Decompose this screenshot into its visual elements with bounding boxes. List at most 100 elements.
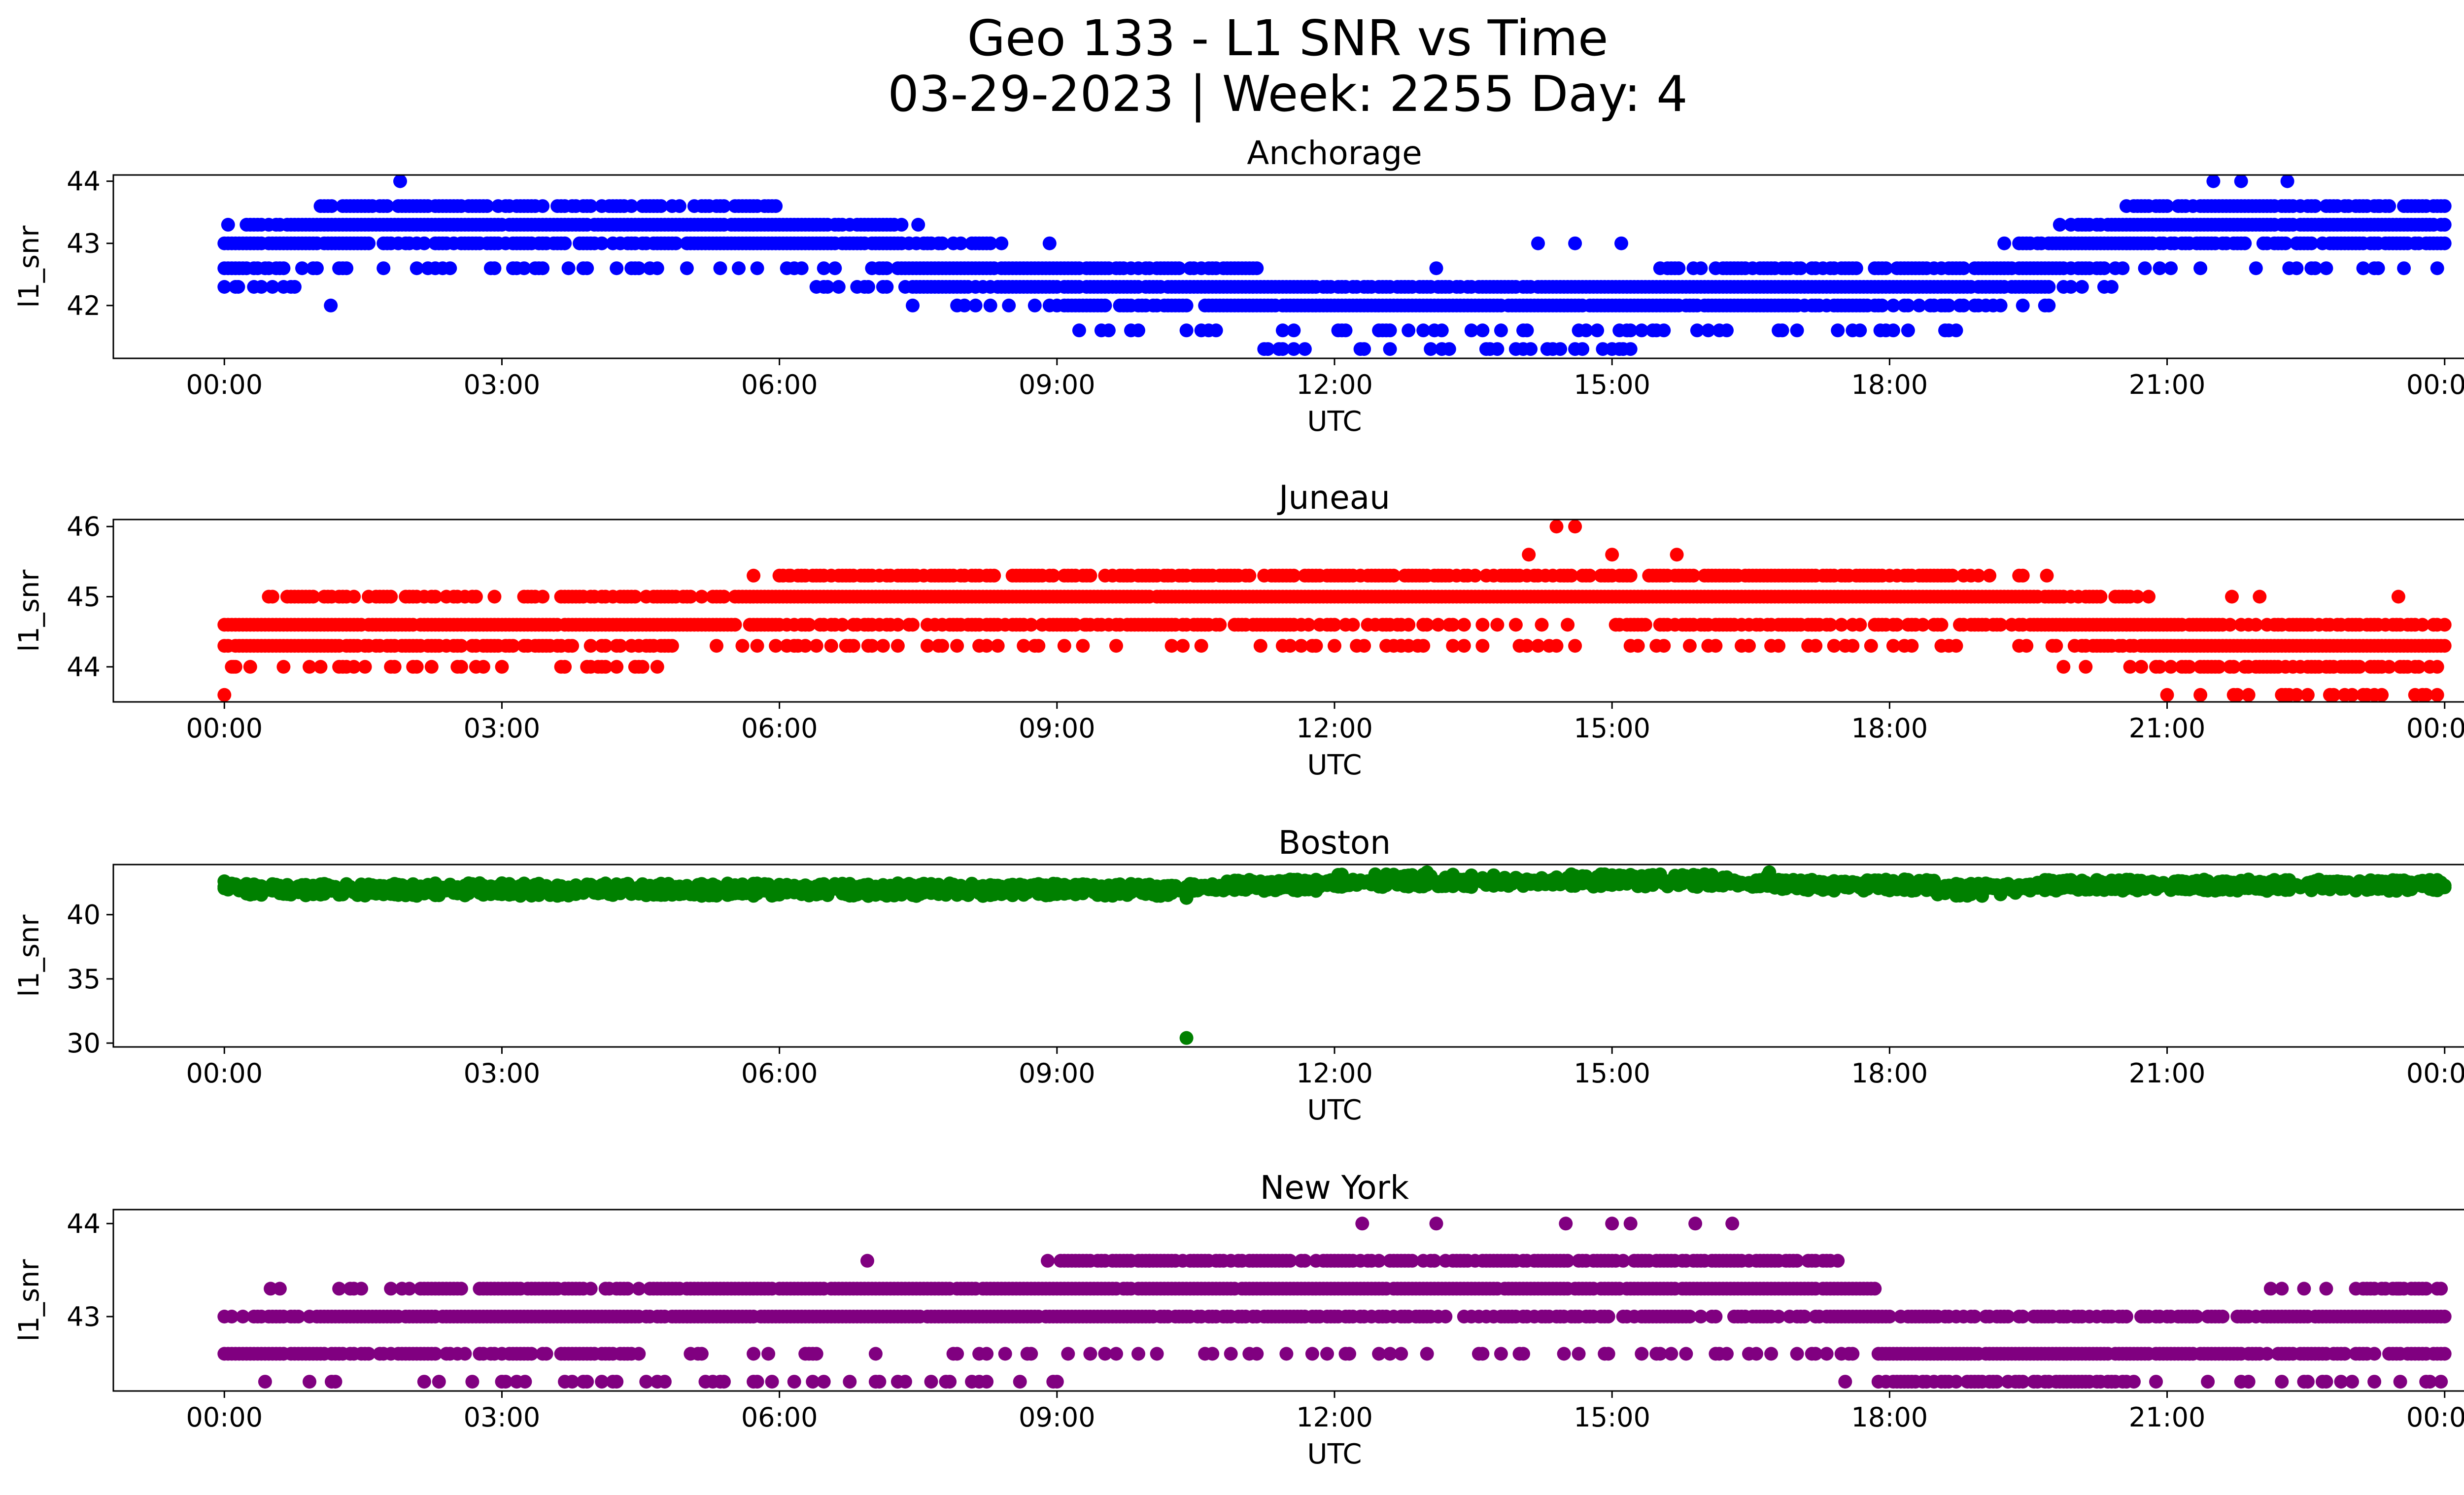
data-point — [1383, 342, 1397, 356]
x-tick-label: 15:00 — [1574, 713, 1650, 744]
data-point — [2415, 618, 2430, 632]
data-point — [921, 639, 934, 653]
x-axis-label: UTC — [1307, 406, 1362, 438]
data-point — [1338, 323, 1353, 338]
data-point — [595, 236, 609, 250]
data-point — [2075, 280, 2089, 294]
data-point — [2241, 688, 2256, 702]
y-tick-label: 42 — [67, 290, 101, 321]
data-point — [769, 199, 783, 213]
data-point — [480, 199, 494, 213]
data-point — [824, 639, 838, 653]
data-point — [2437, 199, 2452, 213]
data-point — [806, 1375, 820, 1389]
data-point — [2042, 298, 2056, 313]
data-point — [1790, 323, 1804, 338]
data-point — [657, 1375, 672, 1389]
data-point — [1109, 639, 1123, 653]
data-point — [2116, 261, 2130, 276]
data-point — [880, 280, 894, 294]
data-point — [2353, 660, 2366, 674]
data-point — [1179, 323, 1194, 338]
data-point — [1623, 323, 1638, 338]
data-point — [1301, 618, 1316, 632]
data-point — [1294, 639, 1308, 653]
data-point — [595, 1375, 609, 1389]
data-point — [954, 236, 968, 250]
data-point — [1690, 323, 1704, 338]
data-point — [2160, 688, 2174, 702]
data-point — [236, 1310, 250, 1323]
data-point — [2016, 568, 2030, 583]
data-point — [2308, 261, 2322, 276]
data-point — [1657, 323, 1671, 338]
data-point — [1131, 323, 1145, 338]
data-point — [2356, 261, 2370, 276]
data-point — [2437, 618, 2452, 632]
data-point — [761, 1347, 776, 1361]
data-point — [325, 199, 339, 213]
data-point — [2304, 236, 2319, 250]
data-point — [1446, 618, 1460, 632]
figure-title-line2: 03-29-2023 | Week: 2255 Day: 4 — [888, 65, 1687, 123]
data-point — [410, 660, 424, 674]
data-point — [1823, 618, 1838, 632]
data-point — [1635, 323, 1649, 338]
data-point — [340, 261, 354, 276]
data-point — [632, 1282, 646, 1296]
data-point — [454, 639, 468, 653]
data-point — [1535, 618, 1549, 632]
data-point — [2437, 639, 2452, 653]
data-point — [536, 590, 550, 604]
data-point — [669, 236, 683, 250]
x-tick-label: 00:00 — [186, 1058, 263, 1089]
x-tick-label: 09:00 — [1019, 713, 1095, 744]
data-point — [1057, 639, 1071, 653]
data-point — [487, 590, 502, 604]
x-tick-label: 03:00 — [464, 369, 541, 400]
data-point — [358, 660, 372, 674]
data-point — [2064, 280, 2078, 294]
data-point — [583, 199, 598, 213]
data-point — [831, 280, 846, 294]
data-point — [1328, 618, 1341, 632]
data-point — [1024, 618, 1038, 632]
data-point — [2182, 660, 2196, 674]
data-point — [376, 261, 391, 276]
data-point — [635, 660, 650, 674]
data-point-outlier — [1429, 261, 1443, 276]
data-point — [2437, 236, 2452, 250]
data-point — [1831, 323, 1845, 338]
data-point — [1475, 323, 1490, 338]
data-point — [1524, 342, 1538, 356]
y-axis-label: l1_snr — [13, 569, 45, 652]
data-point — [1946, 568, 1959, 583]
data-point — [2138, 261, 2152, 276]
data-point — [650, 660, 664, 674]
data-point — [598, 660, 613, 674]
data-point — [906, 298, 920, 313]
data-point — [846, 639, 860, 653]
data-point — [865, 639, 879, 653]
data-point — [620, 1282, 635, 1296]
data-point — [950, 639, 964, 653]
data-point — [1638, 618, 1652, 632]
data-point — [890, 618, 905, 632]
data-point — [384, 590, 398, 604]
y-tick-label: 44 — [67, 652, 101, 683]
data-point — [794, 261, 809, 276]
data-point — [802, 618, 816, 632]
data-point — [1179, 298, 1194, 313]
x-axis: 00:00 03:00 06:00 09:00 12:00 15:00 18:00 21:00… — [186, 358, 2464, 438]
data-point — [417, 1375, 431, 1389]
data-point — [1827, 639, 1841, 653]
data-point — [362, 236, 376, 250]
data-point — [291, 1310, 306, 1323]
data-point-outlier — [2253, 590, 2267, 604]
data-point — [428, 1347, 443, 1361]
data-point — [735, 639, 750, 653]
data-point — [1775, 323, 1789, 338]
data-point — [787, 1375, 801, 1389]
